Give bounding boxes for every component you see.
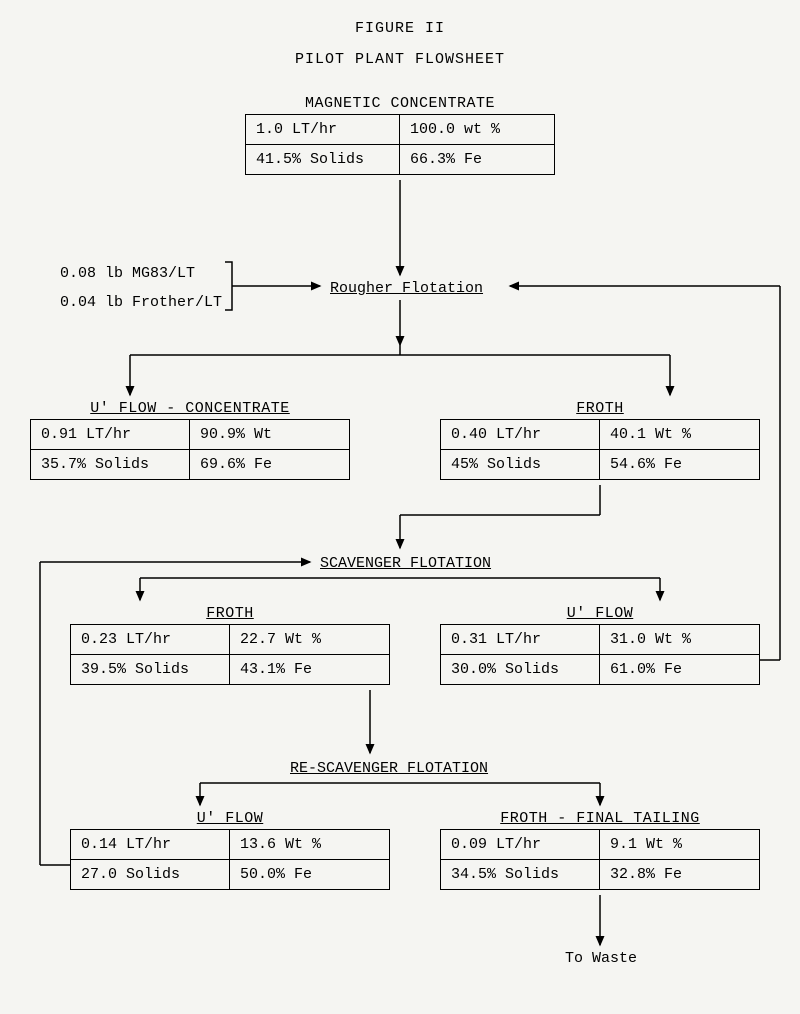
cell: 0.40 LT/hr xyxy=(441,420,600,450)
cell: 35.7% Solids xyxy=(31,450,190,479)
cell: 27.0 Solids xyxy=(71,860,230,889)
cell: 41.5% Solids xyxy=(246,145,400,174)
box-label: U' FLOW xyxy=(440,605,760,622)
box-label: U' FLOW xyxy=(70,810,390,827)
cell: 34.5% Solids xyxy=(441,860,600,889)
uflow-concentrate-box: U' FLOW - CONCENTRATE 0.91 LT/hr 90.9% W… xyxy=(30,400,350,480)
magnetic-concentrate-box: MAGNETIC CONCENTRATE 1.0 LT/hr 100.0 wt … xyxy=(245,95,555,175)
reagent-line: 0.04 lb Frother/LT xyxy=(60,289,222,318)
rescavenger-flotation-label: RE-SCAVENGER FLOTATION xyxy=(290,760,488,777)
cell: 0.31 LT/hr xyxy=(441,625,600,655)
cell: 69.6% Fe xyxy=(190,450,349,479)
cell: 0.14 LT/hr xyxy=(71,830,230,860)
cell: 13.6 Wt % xyxy=(230,830,389,860)
cell: 43.1% Fe xyxy=(230,655,389,684)
box-label: U' FLOW - CONCENTRATE xyxy=(30,400,350,417)
cell: 0.23 LT/hr xyxy=(71,625,230,655)
box-label: FROTH - FINAL TAILING xyxy=(440,810,760,827)
cell: 45% Solids xyxy=(441,450,600,479)
rougher-flotation-label: Rougher Flotation xyxy=(330,280,483,297)
cell: 100.0 wt % xyxy=(400,115,554,145)
box-label: FROTH xyxy=(70,605,390,622)
figure-subtitle: PILOT PLANT FLOWSHEET xyxy=(20,51,780,68)
reagents-block: 0.08 lb MG83/LT 0.04 lb Frother/LT xyxy=(60,260,222,317)
cell: 0.09 LT/hr xyxy=(441,830,600,860)
box-label: MAGNETIC CONCENTRATE xyxy=(245,95,555,112)
cell: 50.0% Fe xyxy=(230,860,389,889)
froth-box: FROTH 0.40 LT/hr 40.1 Wt % 45% Solids 54… xyxy=(440,400,760,480)
scavenger-uflow-box: U' FLOW 0.31 LT/hr 31.0 Wt % 30.0% Solid… xyxy=(440,605,760,685)
cell: 0.91 LT/hr xyxy=(31,420,190,450)
box-label: FROTH xyxy=(440,400,760,417)
cell: 22.7 Wt % xyxy=(230,625,389,655)
cell: 32.8% Fe xyxy=(600,860,759,889)
rescavenger-uflow-box: U' FLOW 0.14 LT/hr 13.6 Wt % 27.0 Solids… xyxy=(70,810,390,890)
figure-title: FIGURE II xyxy=(20,20,780,37)
cell: 30.0% Solids xyxy=(441,655,600,684)
cell: 40.1 Wt % xyxy=(600,420,759,450)
cell: 31.0 Wt % xyxy=(600,625,759,655)
cell: 1.0 LT/hr xyxy=(246,115,400,145)
scavenger-flotation-label: SCAVENGER FLOTATION xyxy=(320,555,491,572)
cell: 9.1 Wt % xyxy=(600,830,759,860)
cell: 61.0% Fe xyxy=(600,655,759,684)
scavenger-froth-box: FROTH 0.23 LT/hr 22.7 Wt % 39.5% Solids … xyxy=(70,605,390,685)
to-waste-label: To Waste xyxy=(565,950,637,967)
reagent-line: 0.08 lb MG83/LT xyxy=(60,260,222,289)
cell: 39.5% Solids xyxy=(71,655,230,684)
cell: 54.6% Fe xyxy=(600,450,759,479)
cell: 90.9% Wt xyxy=(190,420,349,450)
final-tailing-box: FROTH - FINAL TAILING 0.09 LT/hr 9.1 Wt … xyxy=(440,810,760,890)
cell: 66.3% Fe xyxy=(400,145,554,174)
